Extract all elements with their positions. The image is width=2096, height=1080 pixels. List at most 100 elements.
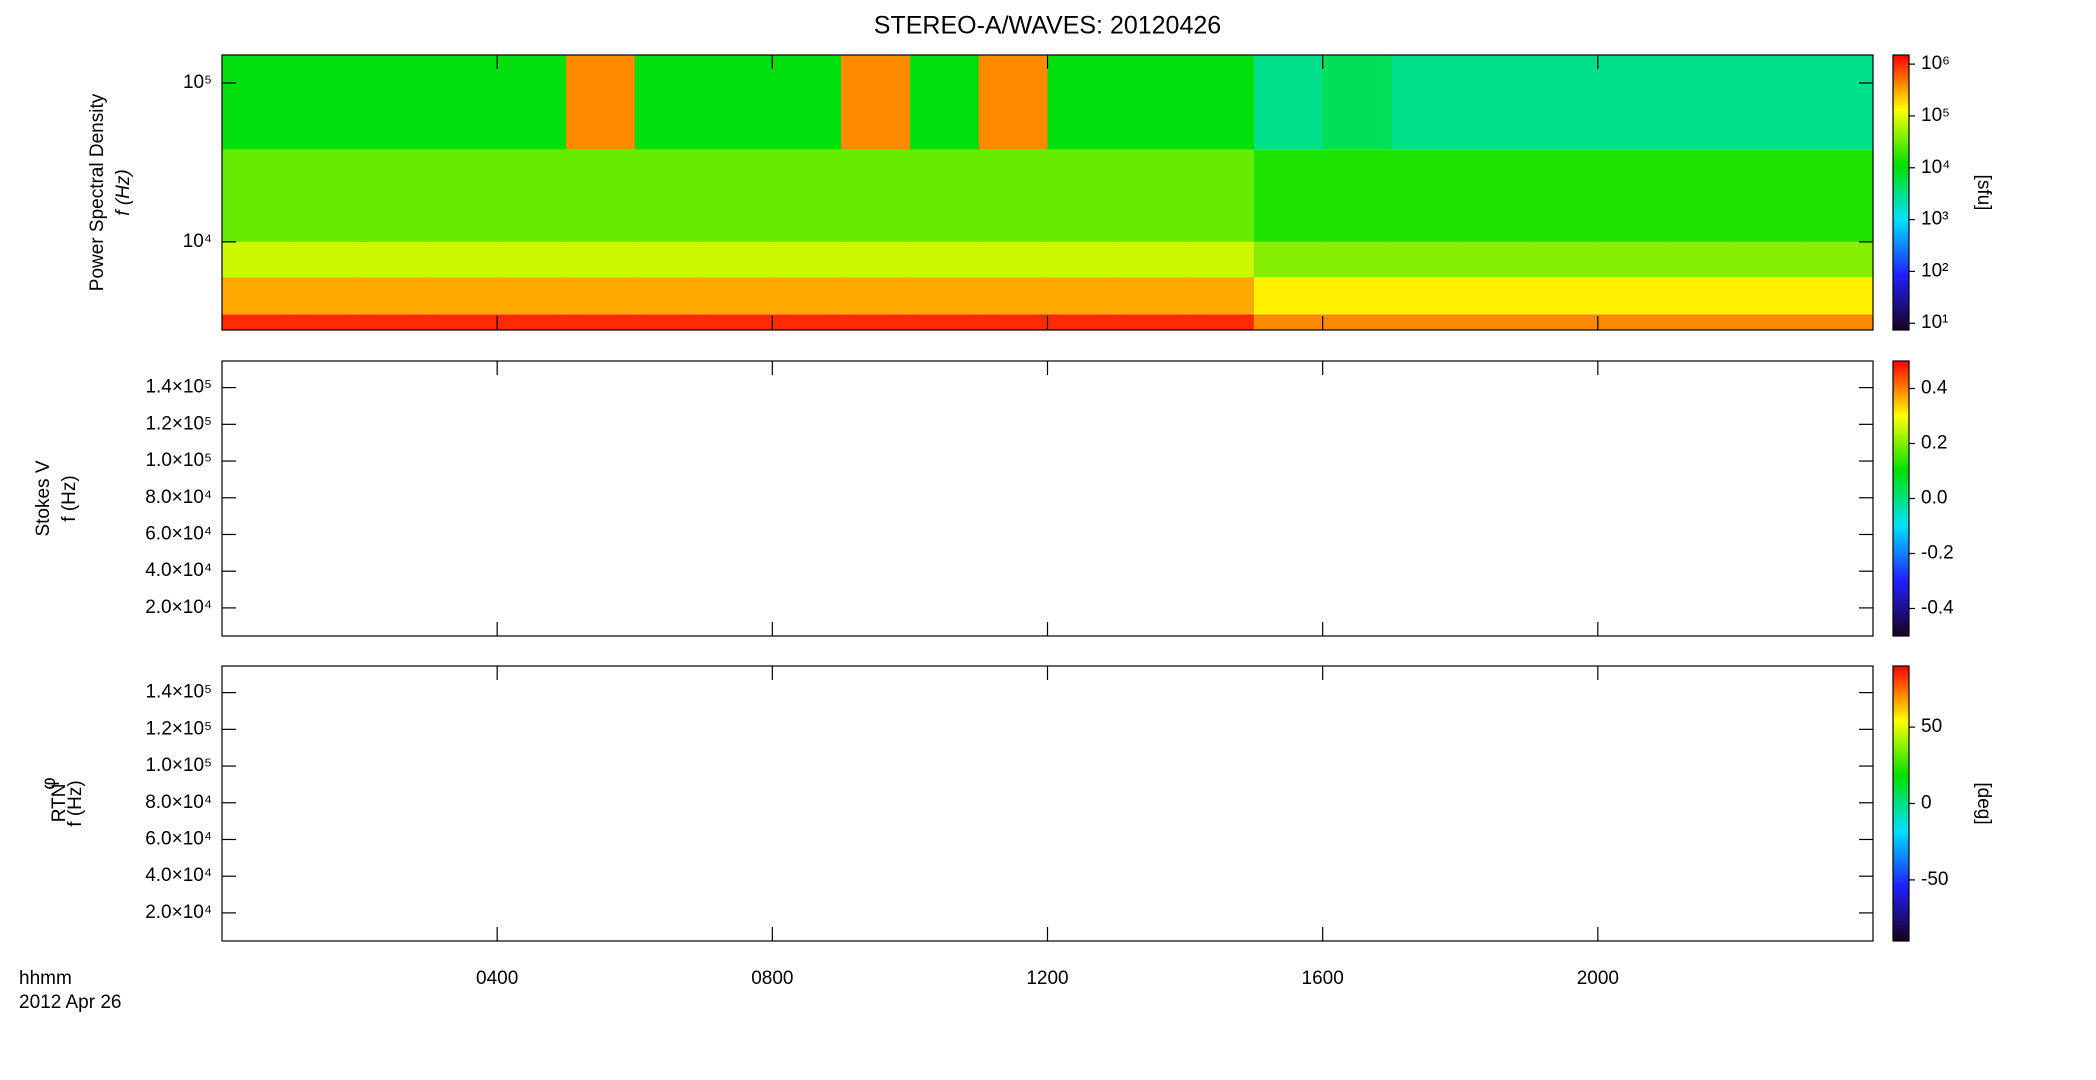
heatmap-cell	[222, 314, 292, 330]
x-axis-label: 2012 Apr 26	[19, 992, 121, 1013]
heatmap-cell	[772, 241, 842, 278]
y-tick-label: 1.2×10⁵	[145, 718, 212, 739]
heatmap-cell	[1529, 241, 1599, 278]
heatmap-cell	[1666, 241, 1736, 278]
heatmap-cell	[1322, 277, 1392, 315]
heatmap-cell	[1666, 314, 1736, 330]
heatmap-cell	[1391, 241, 1461, 278]
x-tick-label: 1200	[1026, 968, 1068, 989]
heatmap-cell	[1322, 314, 1392, 330]
heatmap-cell	[1460, 314, 1530, 330]
heatmap-cell	[497, 314, 567, 330]
heatmap-cell	[703, 277, 773, 315]
heatmap-cell	[428, 149, 498, 242]
heatmap-cell	[1116, 277, 1186, 315]
colorbar-tick-label: 10⁵	[1921, 105, 1950, 126]
heatmap-cell	[1597, 277, 1668, 315]
colorbar-tick-label: 10⁶	[1921, 53, 1950, 74]
colorbar-tick-label: 50	[1921, 716, 1942, 737]
heatmap-cell	[909, 149, 980, 242]
heatmap-cell	[565, 149, 636, 242]
heatmap-cell	[978, 277, 1048, 315]
heatmap-cell	[290, 241, 361, 278]
heatmap-cell	[1116, 55, 1186, 150]
heatmap-cell	[1391, 149, 1461, 242]
heatmap-cell	[1047, 241, 1117, 278]
heatmap-cell	[1185, 241, 1255, 278]
heatmap-cell	[1460, 277, 1530, 315]
heatmap-cell	[1253, 277, 1324, 315]
y-tick-label: 1.0×10⁵	[145, 450, 212, 471]
heatmap-cell	[222, 55, 292, 150]
panel-frame	[221, 360, 1874, 637]
heatmap-cell	[1047, 55, 1117, 150]
heatmap-cell	[359, 241, 429, 278]
heatmap-cell	[1597, 55, 1668, 150]
y-axis-label: Power Spectral Density	[87, 93, 108, 291]
heatmap-cell	[428, 277, 498, 315]
y-tick-label: 2.0×10⁴	[145, 597, 212, 618]
heatmap-cell	[1116, 241, 1186, 278]
heatmap-cell	[1735, 149, 1805, 242]
heatmap-cell	[1047, 314, 1117, 330]
heatmap-cell	[909, 55, 980, 150]
colorbar	[1892, 360, 1910, 637]
heatmap-cell	[1185, 314, 1255, 330]
colorbar-tick-label: 10³	[1921, 209, 1948, 230]
heatmap-cell	[634, 277, 705, 315]
heatmap-cell	[1597, 314, 1668, 330]
heatmap-cell	[290, 149, 361, 242]
y-tick-label: 4.0×10⁴	[145, 865, 212, 886]
y-tick-label: 8.0×10⁴	[145, 487, 212, 508]
heatmap-cell	[1666, 149, 1736, 242]
heatmap-cell	[222, 149, 292, 242]
heatmap-cell	[290, 55, 361, 150]
heatmap-cell	[1597, 149, 1668, 242]
heatmap-cell	[290, 314, 361, 330]
heatmap-cell	[772, 314, 842, 330]
heatmap-cell	[1322, 241, 1392, 278]
heatmap-cell	[428, 55, 498, 150]
colorbar	[1892, 665, 1910, 942]
heatmap-cell	[703, 241, 773, 278]
heatmap-cell	[1253, 55, 1324, 150]
heatmap-cell	[1185, 149, 1255, 242]
heatmap-cell	[359, 149, 429, 242]
y-tick-label: 8.0×10⁴	[145, 792, 212, 813]
heatmap-cell	[1804, 277, 1874, 315]
heatmap-cell	[1529, 277, 1599, 315]
heatmap-cell	[497, 241, 567, 278]
heatmap-cell	[222, 241, 292, 278]
colorbar	[1892, 54, 1910, 331]
y-tick-label: 1.4×10⁵	[145, 377, 212, 398]
y-axis-label: f (Hz)	[59, 475, 80, 521]
heatmap-cell	[978, 149, 1048, 242]
heatmap-cell	[1253, 149, 1324, 242]
heatmap-cell	[1185, 55, 1255, 150]
heatmap-cell	[1597, 241, 1668, 278]
heatmap-cell	[1391, 55, 1461, 150]
x-tick-label: 0800	[751, 968, 793, 989]
heatmap-cell	[290, 277, 361, 315]
y-tick-label: 4.0×10⁴	[145, 560, 212, 581]
colorbar-tick-label: 10⁴	[1921, 157, 1950, 178]
heatmap-cell	[772, 277, 842, 315]
heatmap-cell	[565, 55, 636, 150]
heatmap-cell	[1735, 241, 1805, 278]
heatmap-cell	[841, 314, 911, 330]
heatmap-cell	[1529, 55, 1599, 150]
y-tick-label: 6.0×10⁴	[145, 523, 212, 544]
heatmap-cell	[497, 149, 567, 242]
heatmap-cell	[909, 241, 980, 278]
y-axis-label: f (Hz)	[113, 169, 134, 215]
colorbar-label: [sfu]	[1973, 175, 1994, 211]
heatmap-cell	[1253, 314, 1324, 330]
colorbar-tick-label: -50	[1921, 869, 1948, 890]
y-axis-label-subscript: RTN	[49, 784, 70, 823]
heatmap-cell	[909, 277, 980, 315]
colorbar-tick-label: 10²	[1921, 260, 1948, 281]
heatmap-cell	[1047, 277, 1117, 315]
heatmap-cell	[1322, 55, 1392, 150]
heatmap-cell	[703, 149, 773, 242]
